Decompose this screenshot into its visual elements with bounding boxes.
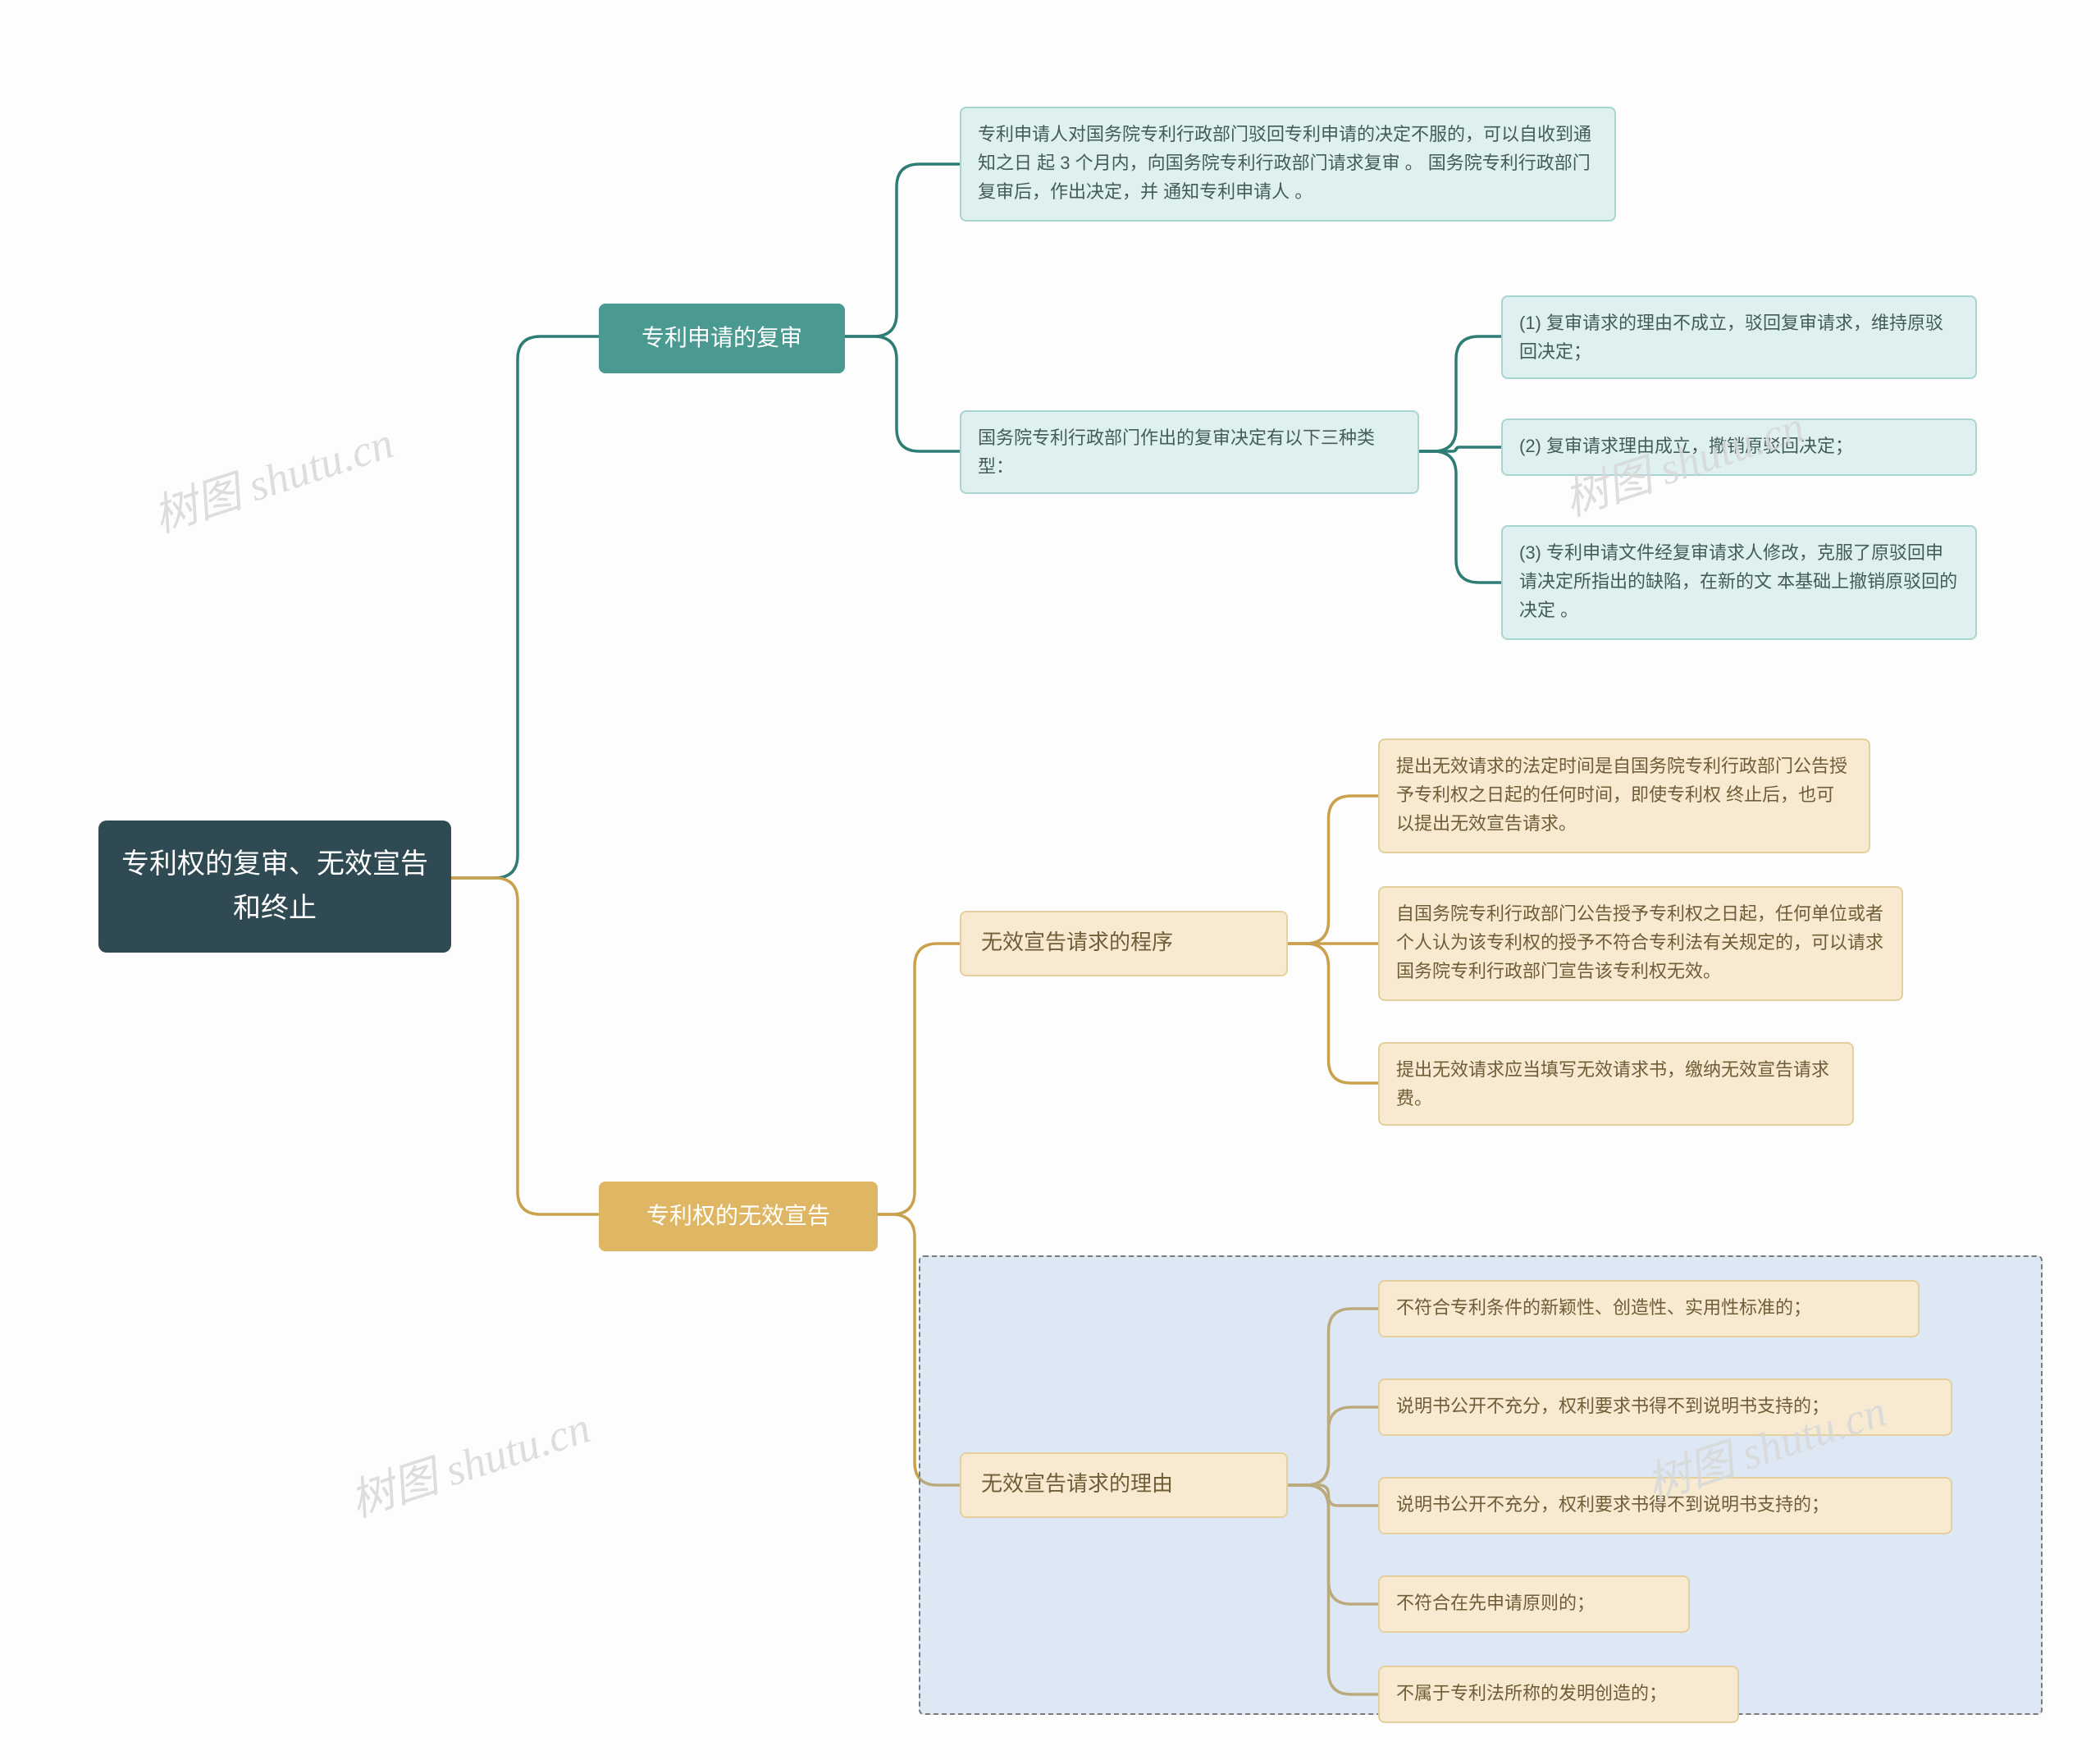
sub-invalidation-reasons[interactable]: 无效宣告请求的理由 <box>960 1452 1288 1518</box>
root-node[interactable]: 专利权的复审、无效宣告和终止 <box>98 821 451 953</box>
mindmap-canvas: 专利权的复审、无效宣告和终止 专利申请的复审 专利申请人对国务院专利行政部门驳回… <box>0 0 2100 1760</box>
leaf-reexam-type-2[interactable]: (2) 复审请求理由成立，撤销原驳回决定； <box>1501 418 1977 476</box>
leaf-inv-proc-2[interactable]: 自国务院专利行政部门公告授予专利权之日起，任何单位或者个人认为该专利权的授予不符… <box>1378 886 1903 1001</box>
branch-invalidation-label: 专利权的无效宣告 <box>646 1203 830 1228</box>
leaf-text: 专利申请人对国务院专利行政部门驳回专利申请的决定不服的，可以自收到通知之日 起 … <box>978 124 1591 202</box>
leaf-reexam-types[interactable]: 国务院专利行政部门作出的复审决定有以下三种类型： <box>960 410 1419 494</box>
sub-invalidation-procedure[interactable]: 无效宣告请求的程序 <box>960 911 1288 976</box>
leaf-inv-proc-1[interactable]: 提出无效请求的法定时间是自国务院专利行政部门公告授予专利权之日起的任何时间，即使… <box>1378 738 1870 853</box>
branch-invalidation[interactable]: 专利权的无效宣告 <box>599 1182 878 1251</box>
branch-reexam-label: 专利申请的复审 <box>641 325 802 350</box>
leaf-inv-reason-4[interactable]: 不符合在先申请原则的； <box>1378 1575 1690 1633</box>
leaf-text: 提出无效请求应当填写无效请求书，缴纳无效宣告请求费。 <box>1396 1059 1829 1109</box>
leaf-text: 不属于专利法所称的发明创造的； <box>1396 1683 1667 1703</box>
leaf-reexam-type-3[interactable]: (3) 专利申请文件经复审请求人修改，克服了原驳回申请决定所指出的缺陷，在新的文… <box>1501 525 1977 640</box>
leaf-reexam-request[interactable]: 专利申请人对国务院专利行政部门驳回专利申请的决定不服的，可以自收到通知之日 起 … <box>960 107 1616 222</box>
leaf-inv-reason-2[interactable]: 说明书公开不充分，权利要求书得不到说明书支持的； <box>1378 1378 1952 1436</box>
leaf-reexam-type-1[interactable]: (1) 复审请求的理由不成立，驳回复审请求，维持原驳回决定； <box>1501 295 1977 379</box>
leaf-text: 说明书公开不充分，权利要求书得不到说明书支持的； <box>1396 1396 1829 1416</box>
root-label: 专利权的复审、无效宣告和终止 <box>121 848 428 924</box>
leaf-inv-reason-3[interactable]: 说明书公开不充分，权利要求书得不到说明书支持的； <box>1378 1477 1952 1534</box>
branch-reexam[interactable]: 专利申请的复审 <box>599 304 845 373</box>
leaf-text: 不符合专利条件的新颖性、创造性、实用性标准的； <box>1396 1297 1811 1318</box>
leaf-text: 自国务院专利行政部门公告授予专利权之日起，任何单位或者个人认为该专利权的授予不符… <box>1396 903 1883 981</box>
leaf-text: 提出无效请求的法定时间是自国务院专利行政部门公告授予专利权之日起的任何时间，即使… <box>1396 756 1847 834</box>
leaf-text: 说明书公开不充分，权利要求书得不到说明书支持的； <box>1396 1494 1829 1515</box>
leaf-inv-reason-1[interactable]: 不符合专利条件的新颖性、创造性、实用性标准的； <box>1378 1280 1920 1337</box>
sub-label: 无效宣告请求的理由 <box>981 1471 1173 1496</box>
leaf-text: 不符合在先申请原则的； <box>1396 1593 1595 1613</box>
watermark: 树图 shutu.cn <box>340 1391 597 1529</box>
watermark: 树图 shutu.cn <box>144 406 400 545</box>
sub-label: 无效宣告请求的程序 <box>981 930 1173 954</box>
leaf-text: (1) 复审请求的理由不成立，驳回复审请求，维持原驳回决定； <box>1519 313 1943 362</box>
leaf-text: 国务院专利行政部门作出的复审决定有以下三种类型： <box>978 427 1375 477</box>
leaf-inv-reason-5[interactable]: 不属于专利法所称的发明创造的； <box>1378 1666 1739 1723</box>
leaf-inv-proc-3[interactable]: 提出无效请求应当填写无效请求书，缴纳无效宣告请求费。 <box>1378 1042 1854 1126</box>
leaf-text: (2) 复审请求理由成立，撤销原驳回决定； <box>1519 436 1853 456</box>
leaf-text: (3) 专利申请文件经复审请求人修改，克服了原驳回申请决定所指出的缺陷，在新的文… <box>1519 542 1957 620</box>
